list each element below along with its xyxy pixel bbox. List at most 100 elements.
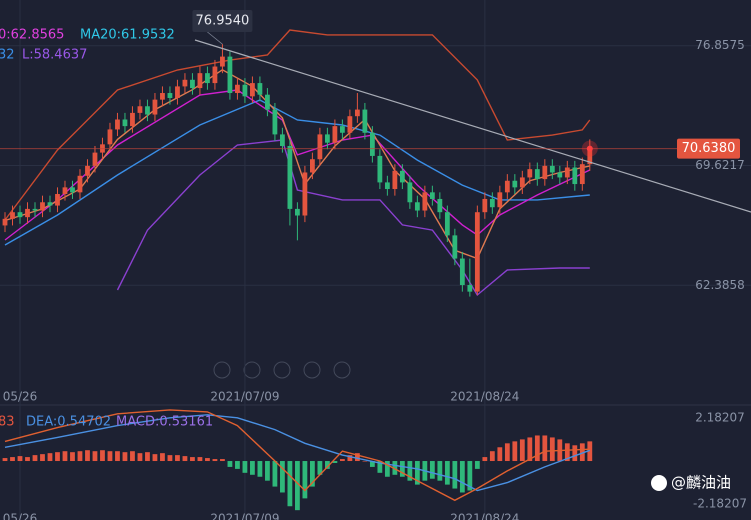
candle-body: [369, 132, 375, 156]
candle-body: [92, 152, 98, 166]
macd-bar: [579, 443, 585, 462]
peak-connector: [207, 31, 223, 45]
x-tick-label: 2021/08/24: [450, 390, 519, 404]
x-tick-label: 05/26: [3, 390, 38, 404]
macd-bar: [369, 461, 375, 467]
macd-bar: [152, 454, 158, 462]
candle-body: [549, 165, 555, 173]
macd-bar: [212, 459, 218, 462]
candle-body: [474, 212, 480, 292]
candle-body: [587, 148, 593, 165]
candle-body: [542, 165, 548, 180]
tool-button[interactable]: [303, 361, 321, 379]
macd-bar: [265, 461, 270, 481]
tool-button[interactable]: [243, 361, 261, 379]
candle-body: [579, 164, 585, 185]
macd-bar: [572, 445, 578, 462]
macd-bar: [519, 439, 525, 462]
candle-body: [347, 116, 353, 133]
macd-bar: [47, 453, 53, 462]
macd-bar: [160, 453, 165, 462]
macd-bar: [137, 453, 143, 462]
candle-body: [167, 93, 173, 98]
indicator-line: [4, 29, 591, 221]
macd-bar: [302, 461, 308, 499]
candle-body: [444, 212, 450, 236]
watermark-icon: [651, 475, 667, 491]
macd-bar: [257, 461, 263, 477]
macd-bar: [332, 461, 338, 463]
candle-body: [399, 170, 405, 183]
y-tick-label: 76.8575: [695, 38, 745, 52]
macd-bar: [25, 457, 30, 462]
tool-button[interactable]: [213, 361, 231, 379]
candle-body: [339, 126, 345, 133]
candle-body: [437, 198, 443, 213]
macd-bar: [92, 451, 98, 462]
candle-body: [467, 285, 473, 292]
macd-bar: [130, 451, 135, 462]
macd-bar: [175, 455, 180, 462]
candle-body: [407, 182, 413, 203]
candle-body: [190, 79, 195, 89]
candle-body: [534, 169, 540, 180]
macd-bar: [10, 457, 15, 462]
candle-body: [122, 119, 128, 127]
candle-body: [377, 155, 383, 183]
macd-bar: [452, 461, 458, 489]
macd-bar: [272, 461, 278, 487]
macd-bar: [414, 461, 420, 485]
legend-entry: MA20:61.9532: [80, 28, 175, 43]
macd-bar: [347, 455, 353, 462]
tool-button[interactable]: [273, 361, 291, 379]
macd-line: [4, 409, 590, 502]
last-price-box: [677, 138, 740, 159]
candle-body: [32, 208, 38, 211]
candle-body: [459, 258, 465, 286]
macd-bar: [235, 461, 240, 469]
candle-body: [77, 175, 83, 193]
macd-bar: [549, 437, 555, 462]
candle-body: [497, 192, 503, 208]
macd-bar: [190, 457, 195, 462]
candle-body: [175, 86, 180, 98]
macd-bar: [339, 459, 345, 462]
candle-body: [512, 180, 518, 188]
x-tick-label: 2021/08/24: [450, 512, 519, 520]
macd-bar: [377, 461, 383, 473]
candle-body: [362, 109, 368, 133]
macd-bar: [459, 461, 465, 493]
candle-body: [354, 109, 360, 117]
candle-body: [272, 109, 278, 135]
macd-bar: [429, 461, 435, 479]
candle-body: [197, 73, 203, 89]
candle-body: [280, 134, 285, 146]
y-tick-label: 69.6217: [695, 158, 745, 172]
tool-button[interactable]: [333, 361, 351, 379]
candle-body: [152, 99, 158, 115]
macd-bar: [287, 461, 293, 507]
macd-legend-entry: DEA:0.54702: [26, 415, 111, 430]
macd-bar: [467, 461, 473, 491]
peak-label: 76.9540: [196, 14, 250, 29]
macd-bar: [362, 461, 368, 462]
macd-tick-label: -2.18207: [693, 496, 747, 510]
macd-bar: [250, 461, 255, 475]
macd-bar: [324, 461, 330, 469]
candle-body: [160, 93, 165, 100]
candle-body: [422, 192, 428, 211]
candle-body: [557, 172, 563, 178]
macd-bar: [534, 435, 540, 462]
macd-bar: [564, 443, 570, 462]
last-price-label: 70.6380: [682, 141, 736, 156]
macd-bar: [512, 441, 518, 462]
peak-box: [192, 10, 253, 32]
macd-bar: [317, 461, 323, 475]
macd-panel: [2, 409, 593, 511]
candles: [2, 44, 593, 297]
macd-bar: [354, 453, 360, 462]
macd-bar: [40, 454, 45, 462]
candle-body: [572, 167, 578, 185]
toolbar[interactable]: [213, 361, 351, 379]
